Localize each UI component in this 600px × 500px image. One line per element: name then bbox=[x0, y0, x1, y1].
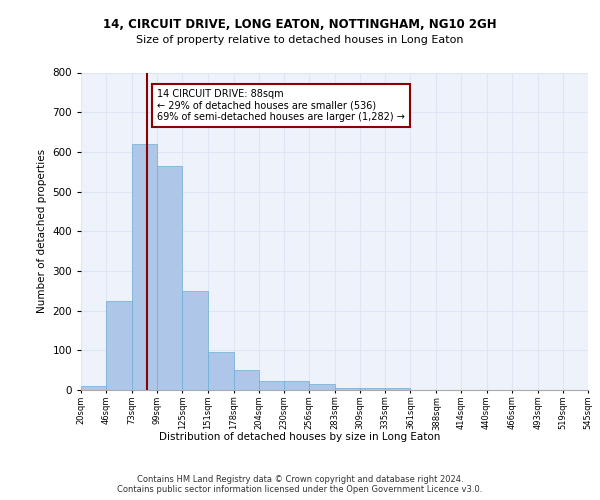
Bar bbox=[309, 384, 335, 390]
Bar bbox=[208, 352, 233, 390]
Bar bbox=[335, 388, 360, 390]
Bar bbox=[233, 370, 259, 390]
Text: Size of property relative to detached houses in Long Eaton: Size of property relative to detached ho… bbox=[136, 35, 464, 45]
Bar bbox=[259, 382, 284, 390]
Text: Contains HM Land Registry data © Crown copyright and database right 2024.
Contai: Contains HM Land Registry data © Crown c… bbox=[118, 474, 482, 494]
Bar bbox=[132, 144, 157, 390]
Bar bbox=[157, 166, 182, 390]
Y-axis label: Number of detached properties: Number of detached properties bbox=[37, 149, 47, 314]
Bar bbox=[360, 388, 385, 390]
Text: Distribution of detached houses by size in Long Eaton: Distribution of detached houses by size … bbox=[160, 432, 440, 442]
Text: 14, CIRCUIT DRIVE, LONG EATON, NOTTINGHAM, NG10 2GH: 14, CIRCUIT DRIVE, LONG EATON, NOTTINGHA… bbox=[103, 18, 497, 30]
Bar bbox=[106, 300, 132, 390]
Bar bbox=[284, 382, 309, 390]
Bar bbox=[81, 386, 106, 390]
Text: 14 CIRCUIT DRIVE: 88sqm
← 29% of detached houses are smaller (536)
69% of semi-d: 14 CIRCUIT DRIVE: 88sqm ← 29% of detache… bbox=[157, 89, 405, 122]
Bar bbox=[182, 291, 208, 390]
Bar bbox=[385, 388, 410, 390]
